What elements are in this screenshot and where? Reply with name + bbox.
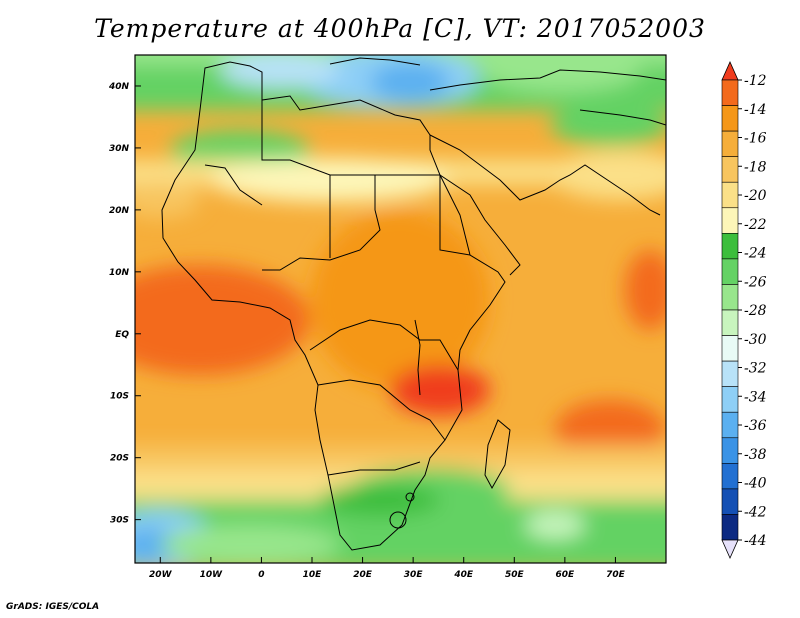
colorbar-swatch: [721, 233, 739, 260]
colorbar-max-arrow: [721, 61, 739, 81]
colorbar-min-arrow: [721, 539, 739, 559]
colorbar-level-label: -18: [744, 159, 767, 175]
colorbar-level-label: -32: [744, 361, 767, 377]
y-tick-label: 10S: [110, 392, 129, 402]
colorbar-level-label: -12: [744, 73, 767, 89]
colorbar-level-label: -42: [744, 504, 767, 520]
colorbar-level-label: -24: [744, 246, 767, 262]
colorbar-swatch: [721, 130, 739, 157]
colorbar-swatch: [721, 258, 739, 285]
x-tick-label: 40E: [453, 570, 474, 580]
colorbar-swatch: [721, 360, 739, 387]
x-tick-label: 20E: [353, 570, 373, 580]
colorbar-swatch: [721, 207, 739, 234]
colorbar-level-label: -38: [744, 447, 767, 463]
colorbar-swatch: [721, 411, 739, 439]
x-tick-label: 20W: [149, 570, 173, 580]
y-tick-label: 40N: [108, 82, 130, 92]
grads-credit: GrADS: IGES/COLA: [6, 602, 100, 612]
colorbar-swatch: [721, 79, 739, 106]
color-legend: -12 -14 -16 -18 -20 -22 -24 -26 -28 -30 -32 -34 -36 -…: [721, 61, 767, 559]
latitude-axis: 40N 30N 20N 10N EQ 10S 20S 30S: [108, 82, 141, 526]
colorbar-level-label: -36: [744, 418, 767, 434]
map-border: [134, 54, 667, 564]
colorbar-swatch: [721, 437, 739, 464]
colorbar-swatch: [721, 514, 739, 541]
colorbar-swatch: [721, 181, 739, 209]
y-tick-label: EQ: [115, 330, 129, 340]
coastline-outlines: [161, 57, 666, 551]
x-tick-label: 0: [258, 570, 264, 580]
colorbar-level-label: -26: [744, 274, 767, 290]
colorbar-swatch: [721, 488, 739, 515]
colorbar-level-label: -20: [744, 188, 767, 204]
colorbar-swatch: [721, 386, 739, 413]
colorbar-swatch: [721, 105, 739, 132]
colorbar-level-label: -40: [744, 476, 767, 492]
y-tick-label: 30N: [109, 144, 130, 154]
colorbar-swatch: [721, 463, 739, 490]
map-title: Temperature at 400hPa [C], VT: 201705200…: [94, 14, 706, 43]
colorbar-level-label: -16: [744, 131, 767, 147]
x-tick-label: 60E: [556, 570, 576, 580]
colorbar-swatch: [721, 156, 739, 183]
x-tick-label: 50E: [505, 570, 525, 580]
x-tick-label: 70E: [606, 570, 626, 580]
x-tick-label: 10W: [200, 570, 224, 580]
colorbar-level-label: -34: [744, 389, 767, 405]
x-tick-label: 10E: [303, 570, 323, 580]
longitude-axis: 20W 10W 0 10E 20E 30E 40E 50E 60E 70E: [149, 557, 626, 580]
x-tick-label: 30E: [404, 570, 424, 580]
y-tick-label: 20S: [110, 454, 129, 464]
colorbar-swatch: [721, 309, 739, 336]
colorbar-level-label: -28: [744, 303, 767, 319]
colorbar-level-label: -22: [744, 217, 767, 233]
temperature-field: [135, 55, 666, 563]
colorbar-swatch: [721, 284, 739, 311]
y-tick-label: 20N: [109, 206, 130, 216]
colorbar-level-label: -30: [744, 332, 767, 348]
y-tick-label: 10N: [109, 268, 130, 278]
colorbar-level-label: -44: [744, 533, 767, 549]
colorbar-swatch: [721, 335, 739, 362]
colorbar-level-label: -14: [744, 102, 767, 118]
y-tick-label: 30S: [110, 516, 129, 526]
